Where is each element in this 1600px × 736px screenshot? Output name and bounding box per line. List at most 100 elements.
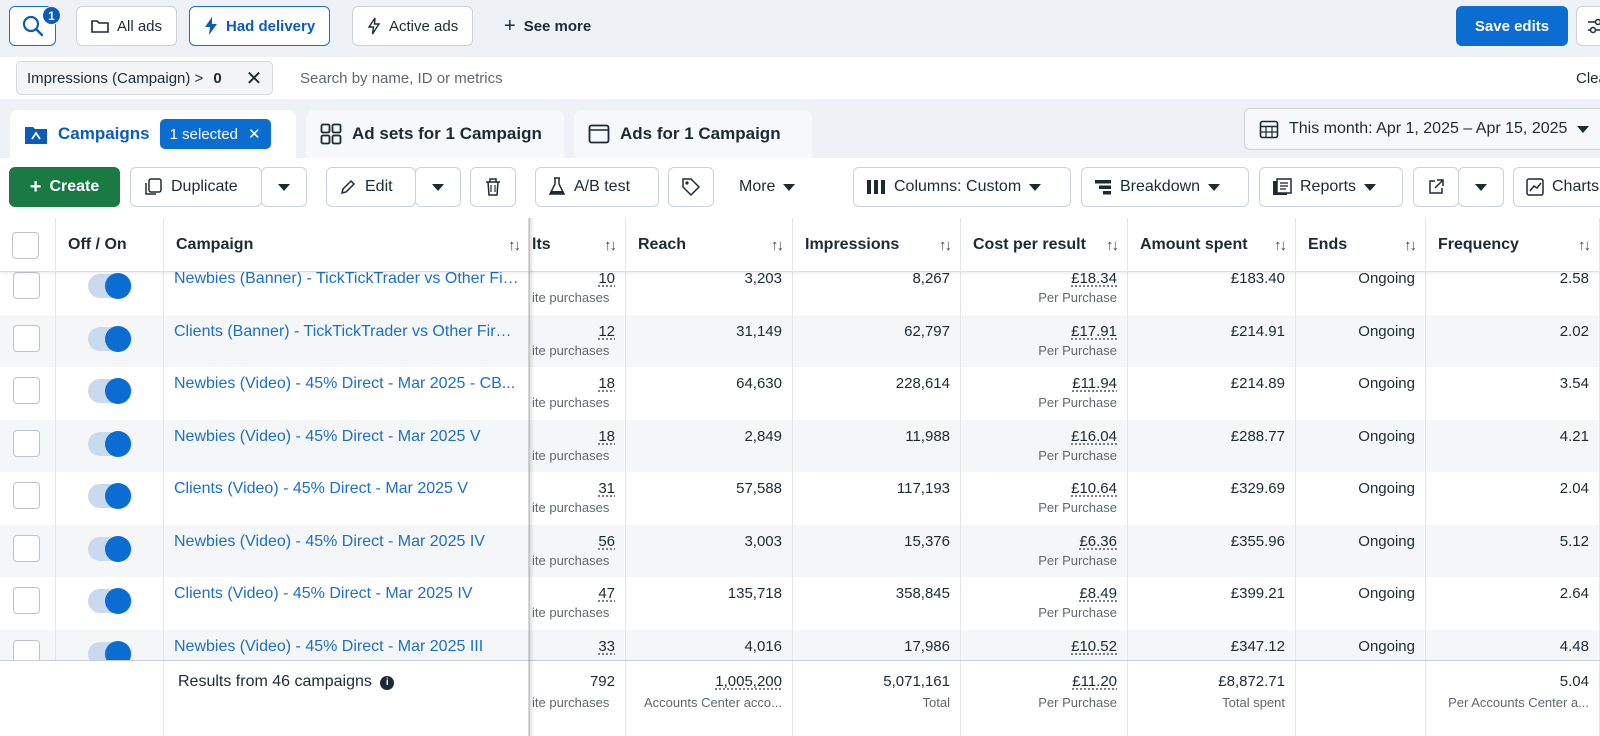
settings-button[interactable] [1576, 6, 1600, 46]
header-results[interactable]: lts ↑↓ [530, 218, 626, 272]
frozen-column-divider [528, 218, 534, 736]
header-ends[interactable]: Ends ↑↓ [1296, 218, 1426, 272]
chevron-down-icon [1029, 183, 1042, 191]
row-toggle-cell [56, 472, 164, 525]
chevron-down-icon [1475, 183, 1487, 191]
duplicate-button[interactable]: Duplicate [130, 167, 262, 207]
row-checkbox[interactable] [13, 482, 40, 509]
had-delivery-chip[interactable]: Had delivery [189, 6, 331, 46]
campaign-toggle[interactable] [88, 273, 132, 299]
impressions-cell: 358,845 [793, 577, 961, 630]
campaign-name-link[interactable]: Newbies (Video) - 45% Direct - Mar 2025 … [174, 637, 484, 655]
sort-icon[interactable]: ↑↓ [939, 237, 952, 254]
impressions-cell: 117,193 [793, 472, 961, 525]
edit-label: Edit [365, 178, 393, 195]
sort-icon[interactable]: ↑↓ [1106, 237, 1119, 254]
sort-icon[interactable]: ↑↓ [508, 237, 521, 254]
campaign-toggle[interactable] [88, 483, 132, 509]
reports-icon [1273, 178, 1292, 195]
header-campaign[interactable]: Campaign ↑↓ [164, 218, 530, 272]
campaign-name-link[interactable]: Newbies (Banner) - TickTickTrader vs Oth… [174, 270, 519, 287]
frequency-value: 3.54 [1559, 375, 1589, 392]
row-checkbox[interactable] [13, 429, 40, 457]
header-cost-per-result[interactable]: Cost per result ↑↓ [961, 218, 1128, 272]
delete-button[interactable] [470, 167, 516, 207]
reach-cell: 4,016 [626, 629, 793, 682]
campaign-name-link[interactable]: Clients (Video) - 45% Direct - Mar 2025 … [174, 585, 473, 602]
selected-pill[interactable]: 1 selected ✕ [159, 119, 271, 149]
save-edits-button[interactable]: Save edits [1456, 6, 1568, 46]
breakdown-button[interactable]: Breakdown [1081, 167, 1249, 207]
campaign-name-link[interactable]: Clients (Video) - 45% Direct - Mar 2025 … [174, 480, 469, 497]
ab-test-button[interactable]: A/B test [535, 167, 659, 207]
export-dropdown[interactable] [1458, 167, 1504, 207]
table-row[interactable]: Clients (Banner) - TickTickTrader vs Oth… [0, 314, 1600, 367]
table-row[interactable]: Newbies (Banner) - TickTickTrader vs Oth… [0, 262, 1600, 315]
campaign-toggle[interactable] [88, 430, 132, 457]
select-all-checkbox[interactable] [12, 231, 39, 259]
spent-value: £399.21 [1230, 585, 1285, 602]
export-button[interactable] [1413, 167, 1459, 207]
more-button[interactable]: More [727, 167, 817, 207]
campaign-name-link[interactable]: Newbies (Video) - 45% Direct - Mar 2025 … [174, 427, 481, 445]
header-checkbox-cell [0, 218, 56, 272]
campaign-name-cell: Newbies (Video) - 45% Direct - Mar 2025 … [164, 367, 530, 420]
all-ads-chip[interactable]: All ads [76, 6, 178, 46]
tab-ads[interactable]: Ads for 1 Campaign [574, 110, 812, 158]
table-row[interactable]: Newbies (Video) - 45% Direct - Mar 2025 … [0, 419, 1600, 472]
create-button[interactable]: + Create [9, 167, 120, 207]
row-checkbox[interactable] [13, 534, 40, 562]
sort-icon[interactable]: ↑↓ [1578, 237, 1591, 254]
active-ads-chip[interactable]: Active ads [352, 6, 474, 46]
header-impressions[interactable]: Impressions ↑↓ [793, 218, 961, 272]
table-row[interactable]: Clients (Video) - 45% Direct - Mar 2025 … [0, 472, 1600, 525]
row-checkbox[interactable] [13, 324, 40, 352]
charts-button[interactable]: Charts [1513, 167, 1600, 207]
sort-icon[interactable]: ↑↓ [771, 237, 784, 254]
ends-value: Ongoing [1358, 375, 1415, 392]
tag-button[interactable] [668, 167, 714, 207]
sort-icon[interactable]: ↑↓ [1274, 237, 1287, 254]
columns-button[interactable]: Columns: Custom [853, 167, 1071, 207]
row-checkbox[interactable] [13, 377, 40, 404]
search-toggle-button[interactable]: 1 [9, 6, 61, 46]
see-more-button[interactable]: + See more [504, 6, 591, 46]
chevron-down-icon [1364, 183, 1377, 191]
row-checkbox[interactable] [13, 587, 40, 614]
info-icon[interactable]: i [380, 675, 395, 690]
edit-dropdown[interactable] [415, 167, 461, 207]
footer-impressions-value: 5,071,161 [883, 673, 950, 690]
campaign-name-cell: Newbies (Video) - 45% Direct - Mar 2025 … [164, 419, 530, 472]
date-range-picker[interactable]: This month: Apr 1, 2025 – Apr 15, 2025 [1244, 108, 1600, 150]
header-reach[interactable]: Reach ↑↓ [626, 218, 793, 272]
impressions-filter-token[interactable]: Impressions (Campaign) > 0 ✕ [16, 61, 274, 95]
campaign-name-link[interactable]: Newbies (Video) - 45% Direct - Mar 2025 … [174, 532, 485, 550]
campaign-name-link[interactable]: Newbies (Video) - 45% Direct - Mar 2025 … [174, 375, 516, 392]
header-amount-spent[interactable]: Amount spent ↑↓ [1128, 218, 1296, 272]
campaign-toggle[interactable] [88, 588, 132, 614]
campaign-toggle[interactable] [88, 535, 132, 562]
table-row[interactable]: Newbies (Video) - 45% Direct - Mar 2025 … [0, 524, 1600, 577]
see-more-label: See more [523, 17, 592, 35]
tab-adsets[interactable]: Ad sets for 1 Campaign [306, 110, 564, 158]
ad-icon [588, 124, 610, 144]
sort-icon[interactable]: ↑↓ [604, 237, 617, 254]
clear-all-link[interactable]: Clea [1576, 70, 1600, 87]
sort-icon[interactable]: ↑↓ [1404, 237, 1417, 254]
campaign-toggle[interactable] [88, 378, 132, 404]
frequency-value: 4.21 [1559, 427, 1589, 445]
table-row[interactable]: Clients (Video) - 45% Direct - Mar 2025 … [0, 577, 1600, 630]
tab-campaigns[interactable]: Campaigns 1 selected ✕ [10, 110, 296, 158]
row-checkbox[interactable] [13, 272, 40, 299]
table-row[interactable]: Newbies (Video) - 45% Direct - Mar 2025 … [0, 367, 1600, 420]
search-input[interactable]: Search by name, ID or metrics [300, 70, 503, 87]
header-frequency[interactable]: Frequency ↑↓ [1426, 218, 1600, 272]
close-icon[interactable]: ✕ [248, 126, 261, 143]
campaign-toggle[interactable] [88, 325, 132, 352]
footer-impressions: 5,071,161 Total [793, 661, 961, 736]
edit-button[interactable]: Edit [326, 167, 416, 207]
close-icon[interactable]: ✕ [245, 67, 263, 90]
duplicate-dropdown[interactable] [261, 167, 307, 207]
campaign-name-link[interactable]: Clients (Banner) - TickTickTrader vs Oth… [174, 322, 519, 340]
reports-button[interactable]: Reports [1259, 167, 1403, 207]
